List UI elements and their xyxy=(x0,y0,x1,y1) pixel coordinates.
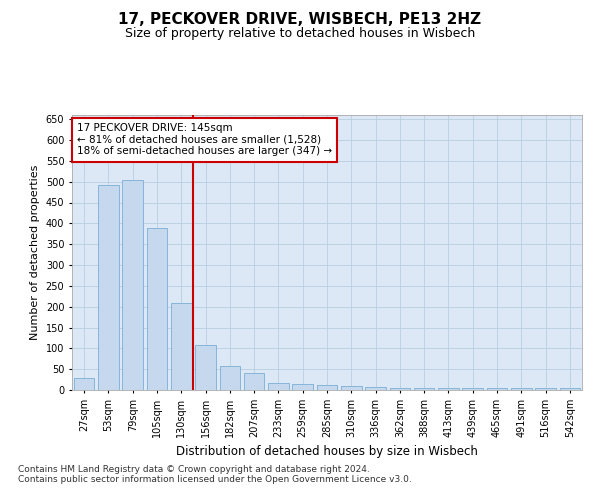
Bar xyxy=(195,346,216,390)
Text: Contains public sector information licensed under the Open Government Licence v3: Contains public sector information licen… xyxy=(18,476,412,484)
Bar xyxy=(244,374,265,390)
Text: Size of property relative to detached houses in Wisbech: Size of property relative to detached ho… xyxy=(125,28,475,40)
Bar xyxy=(98,185,119,390)
Bar xyxy=(511,388,532,390)
Bar xyxy=(122,180,143,390)
Bar xyxy=(438,388,459,390)
Text: Contains HM Land Registry data © Crown copyright and database right 2024.: Contains HM Land Registry data © Crown c… xyxy=(18,466,370,474)
Bar xyxy=(220,366,240,390)
Bar xyxy=(341,386,362,390)
Text: 17, PECKOVER DRIVE, WISBECH, PE13 2HZ: 17, PECKOVER DRIVE, WISBECH, PE13 2HZ xyxy=(118,12,482,28)
Y-axis label: Number of detached properties: Number of detached properties xyxy=(30,165,40,340)
Bar xyxy=(317,385,337,390)
Bar xyxy=(535,388,556,390)
Bar xyxy=(463,388,483,390)
Bar xyxy=(414,388,434,390)
Bar xyxy=(74,378,94,390)
Bar xyxy=(292,384,313,390)
Text: 17 PECKOVER DRIVE: 145sqm
← 81% of detached houses are smaller (1,528)
18% of se: 17 PECKOVER DRIVE: 145sqm ← 81% of detac… xyxy=(77,123,332,156)
Bar xyxy=(171,302,191,390)
Bar xyxy=(560,388,580,390)
Bar xyxy=(487,388,508,390)
Bar xyxy=(389,388,410,390)
X-axis label: Distribution of detached houses by size in Wisbech: Distribution of detached houses by size … xyxy=(176,446,478,458)
Bar xyxy=(146,228,167,390)
Bar xyxy=(268,382,289,390)
Bar xyxy=(365,386,386,390)
